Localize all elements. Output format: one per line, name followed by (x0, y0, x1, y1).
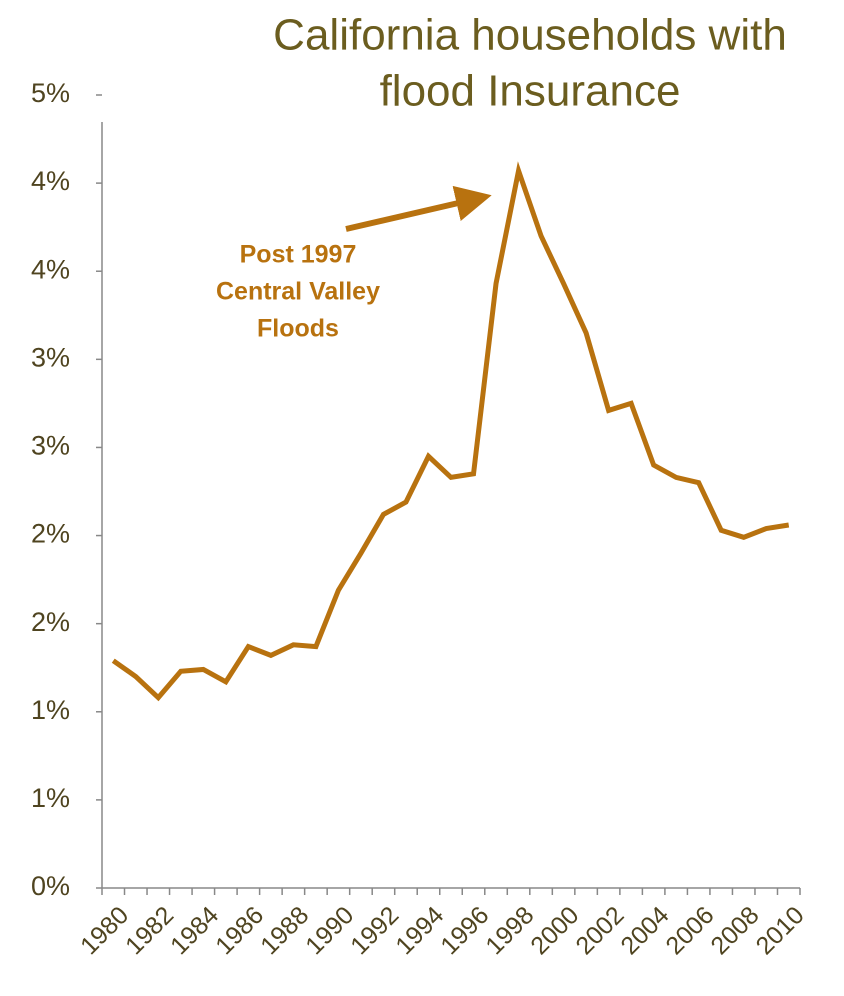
y-tick-label: 3% (31, 342, 70, 372)
annotation-arrow (345, 185, 492, 232)
x-tick-label: 2010 (751, 901, 810, 960)
x-tick-label: 1982 (120, 901, 179, 960)
y-tick-label: 5% (31, 78, 70, 108)
annotation: Central Valley (216, 278, 380, 306)
y-tick-label: 0% (31, 871, 70, 901)
y-tick-label: 4% (31, 166, 70, 196)
x-tick-label: 1988 (255, 901, 314, 960)
y-tick-label: 1% (31, 695, 70, 725)
x-tick-label: 1986 (210, 901, 269, 960)
x-tick-label: 1994 (390, 901, 449, 960)
x-tick-label: 2008 (705, 901, 764, 960)
annotation: Floods (257, 315, 339, 343)
x-tick-label: 2002 (570, 901, 629, 960)
x-tick-label: 2006 (660, 901, 719, 960)
x-tick-label: 1998 (480, 901, 539, 960)
annotation: Post 1997 (240, 241, 357, 269)
chart-title: flood Insurance (380, 67, 681, 116)
y-tick-label: 4% (31, 254, 70, 284)
chart-title: California households with (273, 11, 787, 60)
y-tick-label: 1% (31, 783, 70, 813)
x-tick-label: 1990 (300, 901, 359, 960)
x-tick-label: 1992 (345, 901, 404, 960)
x-tick-label: 1984 (165, 901, 224, 960)
x-tick-label: 2004 (615, 901, 674, 960)
x-tick-label: 1996 (435, 901, 494, 960)
y-tick-label: 3% (31, 431, 70, 461)
x-tick-label: 2000 (525, 901, 584, 960)
y-tick-label: 2% (31, 519, 70, 549)
x-tick-label: 1980 (75, 901, 134, 960)
line-series (111, 161, 790, 702)
y-tick-label: 2% (31, 607, 70, 637)
